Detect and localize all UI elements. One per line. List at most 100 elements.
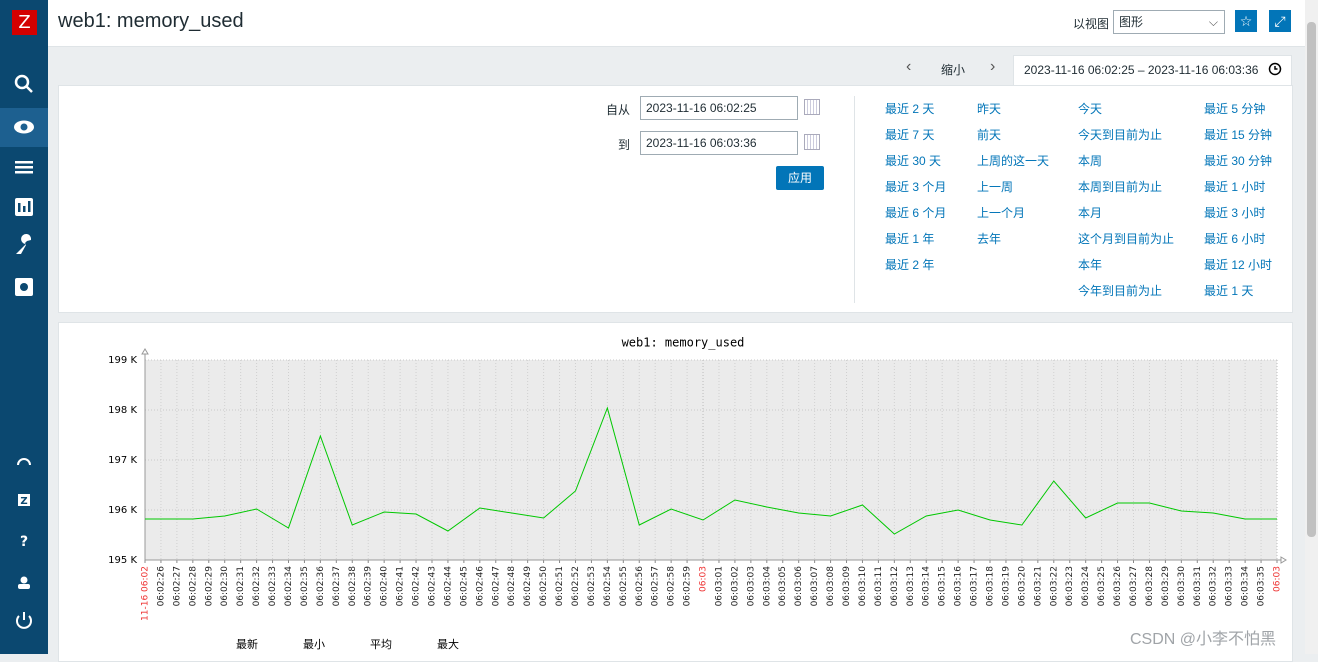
config-icon[interactable] [16,234,32,254]
quick-range-link[interactable]: 最近 15 分钟 [1204,128,1273,142]
x-tick-label: 06:02:59 [683,566,693,607]
from-input[interactable]: 2023-11-16 06:02:25 [640,96,798,120]
quick-range-link[interactable]: 上一个月 [977,206,1026,220]
apply-button[interactable]: 应用 [776,166,824,190]
quick-range-link[interactable]: 最近 2 年 [885,258,935,272]
x-tick-label: 06:03:04 [762,566,772,607]
quick-range-link[interactable]: 本周到目前为止 [1078,180,1163,194]
calendar-icon[interactable] [804,134,820,150]
x-tick-label: 06:03:30 [1177,566,1187,607]
legend-column-header: 最大 [437,637,459,651]
quick-range-link[interactable]: 最近 7 天 [885,128,935,142]
zoom-out[interactable]: 缩小 [941,63,966,77]
search-icon [25,85,33,93]
to-input[interactable]: 2023-11-16 06:03:36 [640,131,798,155]
quick-range-link[interactable]: 最近 30 天 [885,154,942,168]
to-label: 到 [617,138,630,152]
quick-range-link[interactable]: 最近 30 分钟 [1204,154,1273,168]
x-tick-label: 06:03:33 [1225,566,1235,606]
quick-range-link[interactable]: 上一周 [977,180,1014,194]
fullscreen-button[interactable]: ⤢ [1269,10,1291,32]
from-label: 自从 [605,103,630,117]
x-tick-label: 06:03:27 [1129,566,1139,606]
x-tick-label: 06:02:41 [396,566,406,606]
x-tick-label: 06:02:52 [571,566,581,606]
sidebar-icons: Z Z ? [0,10,48,629]
series-line [145,406,1277,535]
quick-range-link[interactable]: 最近 12 小时 [1204,258,1273,272]
x-tick-label: 06:02:56 [635,566,645,607]
x-tick-label: 06:03:18 [986,566,996,607]
next-button[interactable]: › [990,58,996,75]
quick-range-link[interactable]: 最近 5 分钟 [1204,102,1266,116]
inventory-icon [15,166,33,169]
y-tick-label: 198 K [108,405,137,416]
search-icon[interactable] [14,74,30,90]
scroll-thumb[interactable] [1307,22,1316,537]
x-tick-label: 06:02:44 [443,566,453,607]
quick-range-link[interactable]: 上周的这一天 [977,154,1050,168]
favorite-button[interactable]: ☆ [1235,10,1257,32]
quick-range-link[interactable]: 最近 1 天 [1204,284,1254,298]
time-tab[interactable]: 2023-11-16 06:02:25 – 2023-11-16 06:03:3… [1013,55,1292,86]
x-tick-label: 06:03:10 [858,566,868,607]
logo-box[interactable] [12,10,37,35]
x-tick-label: 06:03:02 [730,566,740,606]
x-tick-label: 06:02:58 [667,566,677,607]
quick-range-link[interactable]: 这个月到目前为止 [1078,232,1175,246]
x-tick-label: 06:03:09 [842,566,852,607]
help-icon[interactable]: ? [20,534,28,550]
y-axis-arrow [141,348,149,355]
quick-range-link[interactable]: 前天 [977,128,1002,142]
x-tick-label: 06:03:19 [1001,566,1011,607]
prev-button[interactable]: ‹ [906,58,912,75]
x-tick-label: 06:02:42 [412,566,422,606]
x-tick-label: 06:02:36 [316,566,326,607]
quick-range-link[interactable]: 本年 [1078,258,1103,272]
x-tick-label: 06:02:51 [555,566,565,606]
quick-range-link[interactable]: 今天 [1078,102,1103,116]
quick-range-link[interactable]: 最近 3 小时 [1204,206,1266,220]
x-tick-label: 06:02:31 [236,566,246,606]
quick-range-link[interactable]: 去年 [977,232,1002,246]
quick-range-link[interactable]: 今天到目前为止 [1078,128,1163,142]
sidebar: Z Z ? [0,0,48,654]
support-icon[interactable] [17,458,31,466]
plot-area [145,360,1277,560]
x-tick-label: 06:02:29 [204,566,214,607]
scrollbar[interactable] [1305,0,1318,654]
inventory-icon[interactable] [15,161,33,164]
quick-range-link[interactable]: 本周 [1078,154,1103,168]
quick-range-link[interactable]: 最近 6 个月 [885,206,947,220]
calendar-icon[interactable] [804,99,820,115]
view-as-select[interactable]: 图形 ⌵ [1113,10,1225,34]
x-axis-arrow [1280,556,1287,564]
user-icon[interactable] [20,576,28,584]
x-tick-label: 06:03:16 [954,566,964,607]
y-tick-label: 199 K [108,355,137,366]
x-tick-label: 06:03:07 [810,566,820,606]
x-tick-label: 06:03:15 [938,566,948,606]
x-tick-label: 06:02:53 [587,566,597,606]
y-tick-label: 197 K [108,455,137,466]
x-tick-label: 06:02:55 [619,566,629,606]
quick-range-link[interactable]: 最近 2 天 [885,102,935,116]
x-tick-label: 06:02:39 [364,566,374,607]
share-icon[interactable] [18,494,30,506]
x-tick-label: 06:02:35 [300,566,310,606]
x-tick-label: 06:03:25 [1097,566,1107,606]
x-tick-label: 06:03:26 [1113,566,1123,607]
quick-range-link[interactable]: 昨天 [977,102,1002,116]
x-tick-label: 06:02:49 [523,566,533,607]
x-tick-label: 06:02:54 [603,566,613,607]
quick-range-link[interactable]: 最近 3 个月 [885,180,947,194]
quick-range-link[interactable]: 今年到目前为止 [1078,284,1163,298]
quick-range-link[interactable]: 最近 1 年 [885,232,935,246]
quick-range-link[interactable]: 最近 1 小时 [1204,180,1266,194]
quick-range-link[interactable]: 本月 [1078,206,1103,220]
x-tick-label: 06:02:32 [252,566,262,606]
signout-icon[interactable] [16,615,32,629]
graph: web1: memory_used 11-16 06:02 06:02:26 06:… [108,336,1287,651]
quick-range-link[interactable]: 最近 6 小时 [1204,232,1266,246]
